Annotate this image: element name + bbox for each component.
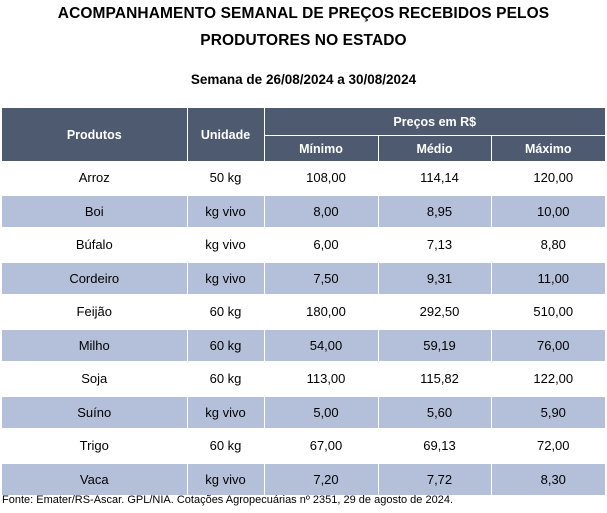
- cell-min: 5,00: [264, 395, 379, 430]
- cell-unit: 60 kg: [187, 295, 265, 330]
- cell-min: 113,00: [264, 362, 379, 397]
- cell-product: Cordeiro: [2, 261, 188, 296]
- header-avg: Médio: [378, 135, 492, 162]
- table-row: Milho 60 kg 54,00 59,19 76,00: [2, 328, 606, 363]
- cell-product: Vaca: [2, 462, 188, 497]
- cell-max: 122,00: [491, 362, 606, 397]
- header-prices: Preços em R$: [264, 108, 606, 136]
- cell-min: 108,00: [264, 161, 379, 196]
- cell-avg: 115,82: [378, 362, 492, 397]
- cell-max: 8,80: [491, 228, 606, 263]
- table-row: Cordeiro kg vivo 7,50 9,31 11,00: [2, 261, 606, 296]
- cell-min: 67,00: [264, 429, 379, 464]
- cell-unit: 60 kg: [187, 362, 265, 397]
- cell-product: Búfalo: [2, 228, 188, 263]
- cell-max: 10,00: [491, 194, 606, 229]
- cell-max: 8,30: [491, 462, 606, 497]
- header-max: Máximo: [491, 135, 606, 162]
- cell-unit: kg vivo: [187, 228, 265, 263]
- table-row: Boi kg vivo 8,00 8,95 10,00: [2, 194, 606, 229]
- cell-unit: kg vivo: [187, 395, 265, 430]
- cell-unit: 60 kg: [187, 429, 265, 464]
- cell-avg: 292,50: [378, 295, 492, 330]
- cell-product: Soja: [2, 362, 188, 397]
- table-row: Soja 60 kg 113,00 115,82 122,00: [2, 362, 606, 397]
- table-row: Trigo 60 kg 67,00 69,13 72,00: [2, 429, 606, 464]
- table-row: Feijão 60 kg 180,00 292,50 510,00: [2, 295, 606, 330]
- cell-avg: 8,95: [378, 194, 492, 229]
- price-table: Produtos Unidade Preços em R$ Mínimo Méd…: [2, 108, 606, 497]
- table-row: Vaca kg vivo 7,20 7,72 8,30: [2, 462, 606, 497]
- cell-avg: 59,19: [378, 328, 492, 363]
- document-title-line2: PRODUTORES NO ESTADO: [200, 32, 407, 49]
- header-products: Produtos: [2, 108, 188, 162]
- table-body: Arroz 50 kg 108,00 114,14 120,00 Boi kg …: [2, 161, 606, 497]
- cell-min: 7,20: [264, 462, 379, 497]
- cell-avg: 7,72: [378, 462, 492, 497]
- cell-max: 11,00: [491, 261, 606, 296]
- cell-unit: 50 kg: [187, 161, 265, 196]
- cell-min: 180,00: [264, 295, 379, 330]
- cell-product: Milho: [2, 328, 188, 363]
- table-header: Produtos Unidade Preços em R$ Mínimo Méd…: [2, 108, 606, 162]
- cell-product: Trigo: [2, 429, 188, 464]
- header-unit: Unidade: [187, 108, 265, 162]
- cell-avg: 9,31: [378, 261, 492, 296]
- cell-max: 76,00: [491, 328, 606, 363]
- cell-avg: 114,14: [378, 161, 492, 196]
- cell-min: 8,00: [264, 194, 379, 229]
- cell-product: Feijão: [2, 295, 188, 330]
- header-min: Mínimo: [264, 135, 379, 162]
- cell-min: 54,00: [264, 328, 379, 363]
- cell-avg: 7,13: [378, 228, 492, 263]
- source-footnote: Fonte: Emater/RS-Ascar. GPL/NIA. Cotaçõe…: [2, 494, 453, 506]
- table-row: Arroz 50 kg 108,00 114,14 120,00: [2, 161, 606, 196]
- cell-product: Boi: [2, 194, 188, 229]
- cell-product: Suíno: [2, 395, 188, 430]
- cell-max: 510,00: [491, 295, 606, 330]
- cell-product: Arroz: [2, 161, 188, 196]
- cell-max: 72,00: [491, 429, 606, 464]
- cell-unit: kg vivo: [187, 462, 265, 497]
- cell-max: 120,00: [491, 161, 606, 196]
- week-range: Semana de 26/08/2024 a 30/08/2024: [190, 72, 417, 87]
- cell-unit: 60 kg: [187, 328, 265, 363]
- cell-unit: kg vivo: [187, 194, 265, 229]
- table-row: Búfalo kg vivo 6,00 7,13 8,80: [2, 228, 606, 263]
- table-row: Suíno kg vivo 5,00 5,60 5,90: [2, 395, 606, 430]
- cell-min: 6,00: [264, 228, 379, 263]
- document-title-line1: ACOMPANHAMENTO SEMANAL DE PREÇOS RECEBID…: [57, 5, 550, 22]
- cell-avg: 5,60: [378, 395, 492, 430]
- cell-avg: 69,13: [378, 429, 492, 464]
- cell-max: 5,90: [491, 395, 606, 430]
- cell-min: 7,50: [264, 261, 379, 296]
- cell-unit: kg vivo: [187, 261, 265, 296]
